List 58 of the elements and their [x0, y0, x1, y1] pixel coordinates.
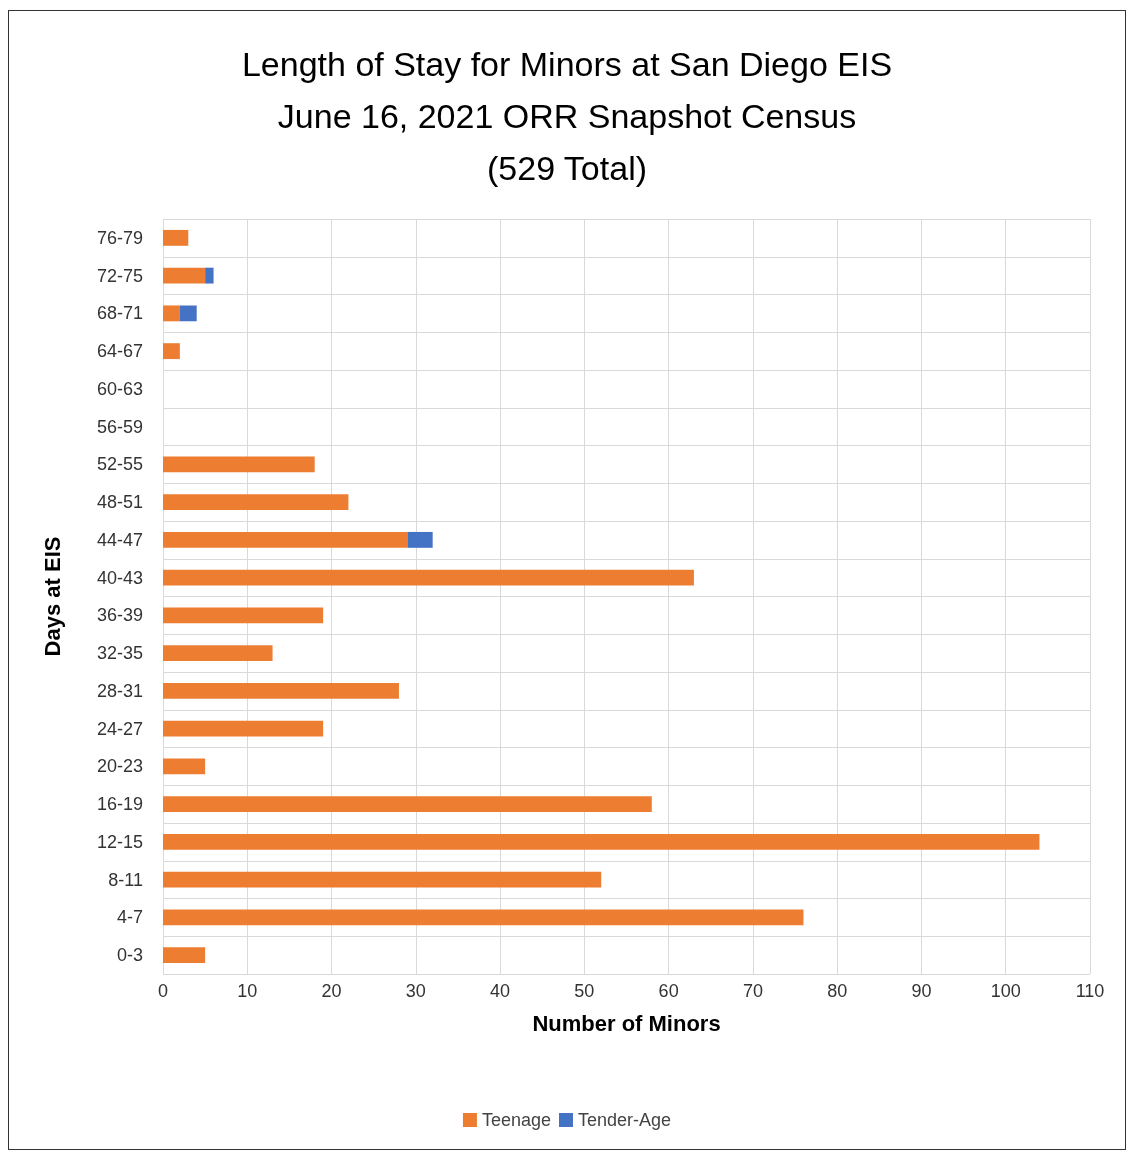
- y-tick-label: 28-31: [96, 680, 143, 701]
- legend-label: Tender-Age: [578, 1110, 672, 1130]
- y-tick-label: 56-59: [96, 416, 143, 437]
- y-tick-label: 12-15: [96, 831, 143, 852]
- bar: [163, 720, 324, 737]
- x-tick-label: 70: [742, 981, 763, 1001]
- y-tick-label: 68-71: [96, 303, 143, 324]
- y-tick-label: 32-35: [96, 643, 143, 664]
- x-axis-title: Number of Minors: [532, 1010, 721, 1036]
- x-tick-label: 40: [490, 981, 511, 1001]
- x-tick-label: 100: [990, 981, 1021, 1001]
- y-tick-label: 4-7: [116, 907, 143, 928]
- bar: [407, 531, 433, 548]
- bar: [179, 305, 197, 322]
- y-tick-label: 36-39: [96, 605, 143, 626]
- y-tick-label: 52-55: [96, 454, 143, 475]
- y-tick-label: 44-47: [96, 529, 143, 550]
- bar: [163, 682, 399, 699]
- bar: [163, 645, 273, 662]
- y-tick-label: 72-75: [96, 265, 143, 286]
- bar: [163, 229, 189, 246]
- y-tick-label: 24-27: [96, 718, 143, 739]
- y-tick-label: 20-23: [96, 756, 143, 777]
- bar: [163, 947, 206, 964]
- bar: [163, 909, 804, 926]
- bar: [163, 456, 315, 473]
- x-tick-label: 80: [827, 981, 848, 1001]
- y-tick-label: 8-11: [108, 869, 143, 890]
- bar: [163, 494, 349, 511]
- bar: [163, 305, 180, 322]
- x-tick-label: 30: [405, 981, 426, 1001]
- x-tick-label: 90: [911, 981, 932, 1001]
- bar: [163, 758, 206, 775]
- y-tick-label: 76-79: [96, 227, 143, 248]
- bar: [163, 607, 324, 624]
- legend-label: Teenage: [481, 1110, 552, 1130]
- x-tick-label: 10: [237, 981, 258, 1001]
- x-tick-label: 20: [321, 981, 342, 1001]
- bar: [163, 569, 694, 586]
- y-tick-label: 60-63: [96, 378, 143, 399]
- y-tick-label: 40-43: [96, 567, 143, 588]
- y-axis-title: Days at EIS: [39, 536, 65, 657]
- y-tick-label: 16-19: [96, 794, 143, 815]
- x-tick-label: 0: [157, 981, 169, 1001]
- y-tick-label: 48-51: [96, 492, 143, 513]
- bar: [163, 267, 206, 284]
- y-tick-label: 64-67: [96, 341, 143, 362]
- x-tick-label: 60: [658, 981, 679, 1001]
- bar: [163, 796, 652, 813]
- bar: [163, 343, 180, 360]
- x-tick-label: 50: [574, 981, 595, 1001]
- chart-title: Length of Stay for Minors at San Diego EIS June 16, 2021 ORR Snapshot Census (529 Total): [241, 45, 893, 187]
- bar: [163, 871, 602, 888]
- x-tick-label: 110: [1075, 981, 1105, 1001]
- bar: [205, 267, 214, 284]
- bar: [163, 833, 1040, 850]
- bar: [163, 531, 408, 548]
- y-tick-label: 0-3: [116, 945, 143, 966]
